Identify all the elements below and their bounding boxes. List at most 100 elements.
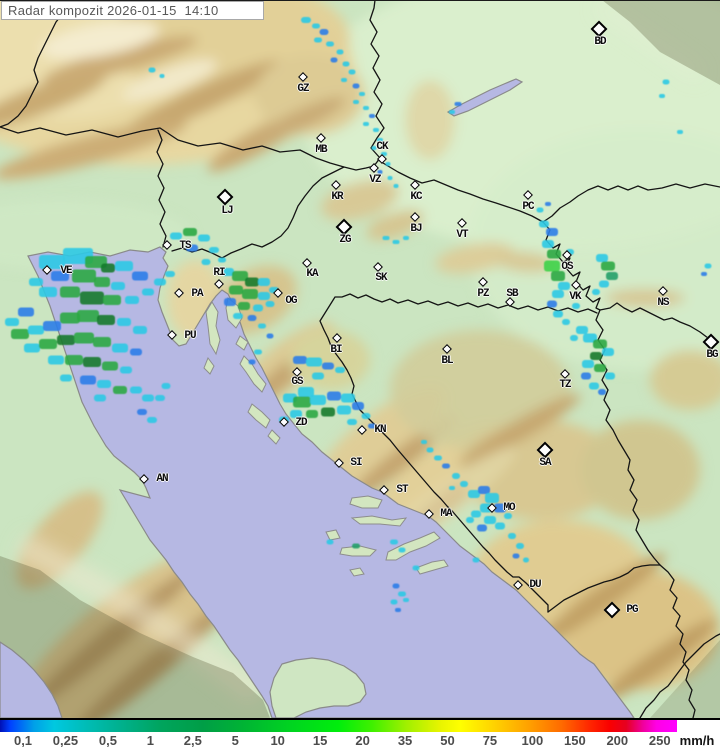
station-label: GS bbox=[291, 376, 303, 388]
radar-cell bbox=[395, 608, 401, 612]
radar-cell bbox=[368, 423, 376, 429]
radar-cell bbox=[605, 372, 615, 380]
radar-cell bbox=[29, 278, 43, 286]
radar-cell bbox=[159, 74, 165, 78]
radar-cell bbox=[28, 325, 44, 335]
radar-cell bbox=[103, 295, 121, 305]
title-text: Radar kompozit 2026-01-15 14:10 bbox=[8, 3, 219, 18]
radar-cell bbox=[5, 318, 19, 326]
country-borders bbox=[0, 0, 720, 718]
radar-cell bbox=[43, 321, 61, 331]
radar-cell bbox=[39, 287, 57, 297]
radar-cell bbox=[72, 269, 96, 283]
radar-cell bbox=[120, 366, 132, 374]
radar-cell bbox=[606, 272, 618, 280]
radar-cell bbox=[562, 319, 570, 325]
radar-cell bbox=[371, 146, 377, 150]
legend-tick: 5 bbox=[231, 733, 239, 748]
radar-cell bbox=[412, 565, 420, 571]
radar-cell bbox=[392, 240, 400, 244]
station-label: MA bbox=[440, 508, 452, 520]
station-label: BD bbox=[594, 36, 606, 48]
station-label: KA bbox=[306, 268, 318, 280]
radar-cell bbox=[659, 94, 665, 98]
radar-cell bbox=[594, 364, 606, 372]
station-label: OS bbox=[561, 261, 573, 273]
radar-cell bbox=[539, 220, 549, 228]
radar-cell bbox=[312, 372, 324, 380]
radar-cell bbox=[155, 395, 165, 401]
radar-cell bbox=[218, 257, 226, 263]
radar-cell bbox=[147, 417, 157, 423]
radar-cell bbox=[589, 382, 599, 390]
radar-cell bbox=[353, 100, 359, 104]
radar-cell bbox=[485, 493, 499, 503]
station-label: KN bbox=[374, 424, 386, 436]
radar-cell bbox=[363, 122, 369, 126]
radar-cell bbox=[551, 271, 565, 281]
radar-cell bbox=[265, 301, 275, 307]
radar-cell bbox=[101, 263, 115, 273]
radar-cell bbox=[536, 207, 544, 213]
radar-cell bbox=[460, 481, 468, 487]
radar-cell bbox=[115, 261, 133, 271]
radar-cell bbox=[258, 278, 270, 286]
radar-cell bbox=[472, 557, 480, 563]
station-label: AN bbox=[156, 473, 168, 485]
radar-cell bbox=[312, 23, 320, 29]
radar-cell bbox=[552, 290, 564, 298]
legend-tick: 200 bbox=[606, 733, 629, 748]
radar-cell bbox=[570, 335, 578, 341]
radar-cell bbox=[18, 307, 34, 317]
radar-cell bbox=[593, 339, 607, 349]
radar-cell bbox=[266, 333, 274, 339]
radar-cell bbox=[544, 260, 560, 272]
radar-cell bbox=[80, 291, 104, 305]
radar-cell bbox=[336, 49, 344, 55]
radar-cell bbox=[352, 402, 364, 410]
radar-cell bbox=[80, 375, 96, 385]
radar-cell bbox=[161, 383, 171, 389]
radar-cell bbox=[494, 503, 506, 513]
radar-cell bbox=[398, 547, 406, 553]
legend-tick: 50 bbox=[440, 733, 455, 748]
radar-cell bbox=[154, 278, 166, 286]
radar-cell bbox=[403, 598, 409, 602]
radar-cell bbox=[434, 455, 442, 461]
station-label: BI bbox=[330, 344, 342, 356]
radar-cell bbox=[254, 349, 262, 355]
legend-tick: 10 bbox=[270, 733, 285, 748]
intensity-legend: 0,1 0,25 0,5 1 2,5 5 10 15 20 35 50 75 100 150 200 250 m… bbox=[0, 718, 720, 751]
radar-cell bbox=[60, 374, 72, 382]
radar-cell bbox=[142, 288, 154, 296]
station-label: CK bbox=[376, 141, 388, 153]
radar-cell bbox=[392, 583, 400, 589]
radar-cell bbox=[321, 407, 335, 417]
radar-cell bbox=[596, 254, 608, 262]
radar-cell bbox=[468, 490, 480, 498]
radar-cell bbox=[60, 312, 80, 324]
radar-cell bbox=[290, 410, 302, 418]
radar-cell bbox=[477, 524, 487, 532]
radar-cell bbox=[314, 37, 322, 43]
radar-cell bbox=[363, 106, 369, 110]
radar-cell bbox=[390, 539, 398, 545]
radar-cell bbox=[478, 486, 490, 494]
map-top-border bbox=[0, 0, 720, 1]
station-label: PG bbox=[626, 604, 638, 616]
radar-cell bbox=[248, 359, 256, 365]
radar-cell bbox=[322, 362, 334, 370]
radar-cell bbox=[495, 522, 505, 530]
title-bar: Radar kompozit 2026-01-15 14:10 bbox=[1, 1, 264, 20]
radar-cell bbox=[330, 57, 338, 63]
radar-cell bbox=[222, 268, 234, 276]
radar-cell bbox=[547, 249, 561, 259]
radar-cell bbox=[74, 332, 94, 344]
station-label: BL bbox=[441, 355, 453, 367]
station-label: TZ bbox=[559, 379, 571, 391]
radar-cell bbox=[572, 303, 580, 309]
radar-cell bbox=[148, 67, 156, 73]
radar-cell bbox=[558, 282, 570, 290]
gargano-peninsula bbox=[269, 657, 367, 718]
